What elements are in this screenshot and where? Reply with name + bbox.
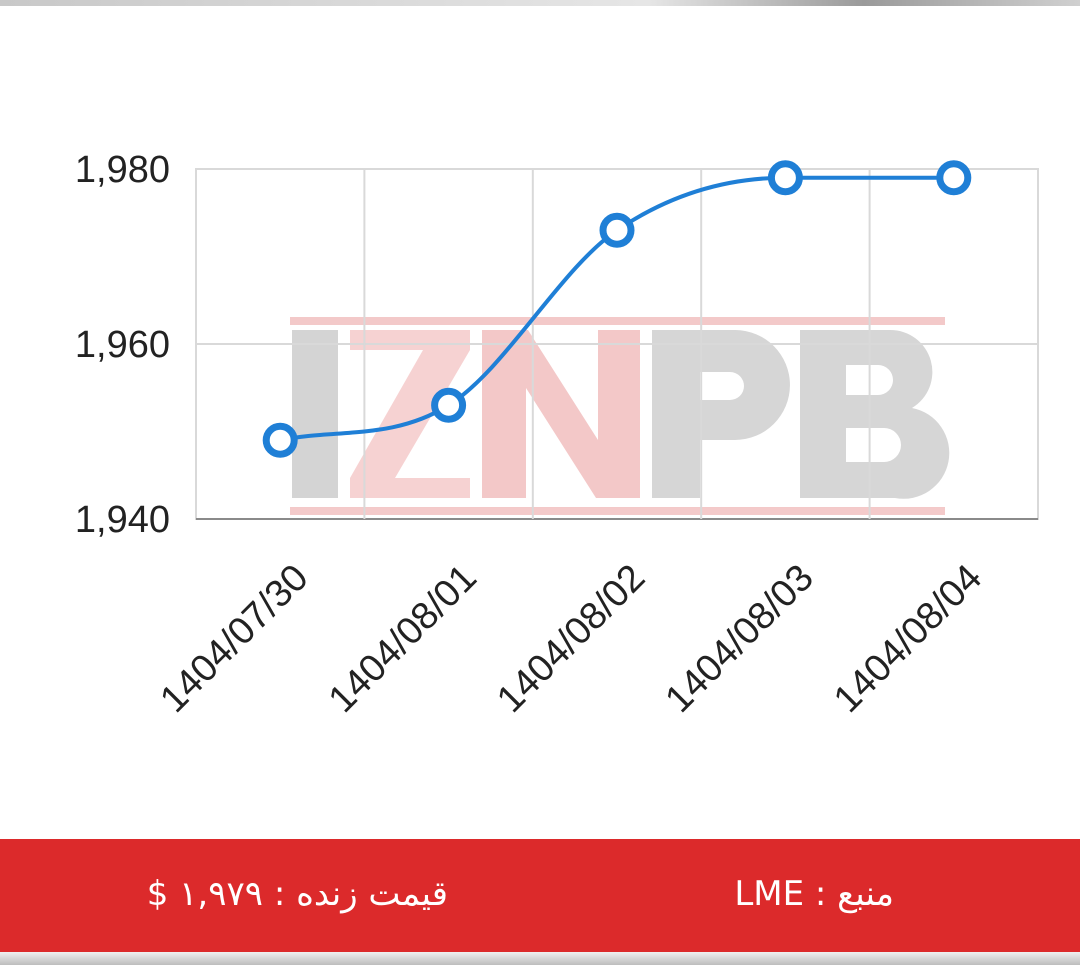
footer-bar: قیمت زنده : ۱,۹۷۹ $ منبع : LME: [0, 839, 1080, 952]
data-point: [936, 160, 972, 196]
data-point: [431, 387, 467, 423]
y-tick-label: 1,960: [75, 324, 170, 366]
series-layer: [262, 160, 972, 458]
iznpb-watermark-logo: [290, 317, 950, 515]
data-point: [262, 422, 298, 458]
y-tick-label: 1,980: [75, 149, 170, 191]
source-label: منبع : LME: [734, 874, 894, 914]
bottom-edge-strip: [0, 952, 1080, 965]
x-tick-label: 1404/08/01: [321, 557, 485, 721]
live-price-label: قیمت زنده : ۱,۹۷۹ $: [146, 874, 448, 914]
y-tick-label: 1,940: [75, 499, 170, 541]
y-axis-ticks: 1,980 1,960 1,940: [75, 149, 170, 541]
x-tick-label: 1404/08/03: [658, 557, 822, 721]
top-edge-strip: [0, 0, 1080, 6]
x-tick-label: 1404/08/04: [826, 557, 990, 721]
data-point: [599, 212, 635, 248]
x-tick-label: 1404/08/02: [489, 557, 653, 721]
x-tick-label: 1404/07/30: [152, 557, 316, 721]
x-axis-ticks: 1404/07/30 1404/08/01 1404/08/02 1404/08/03…: [152, 557, 990, 721]
data-point: [767, 160, 803, 196]
chart-grid: [195, 168, 1039, 520]
